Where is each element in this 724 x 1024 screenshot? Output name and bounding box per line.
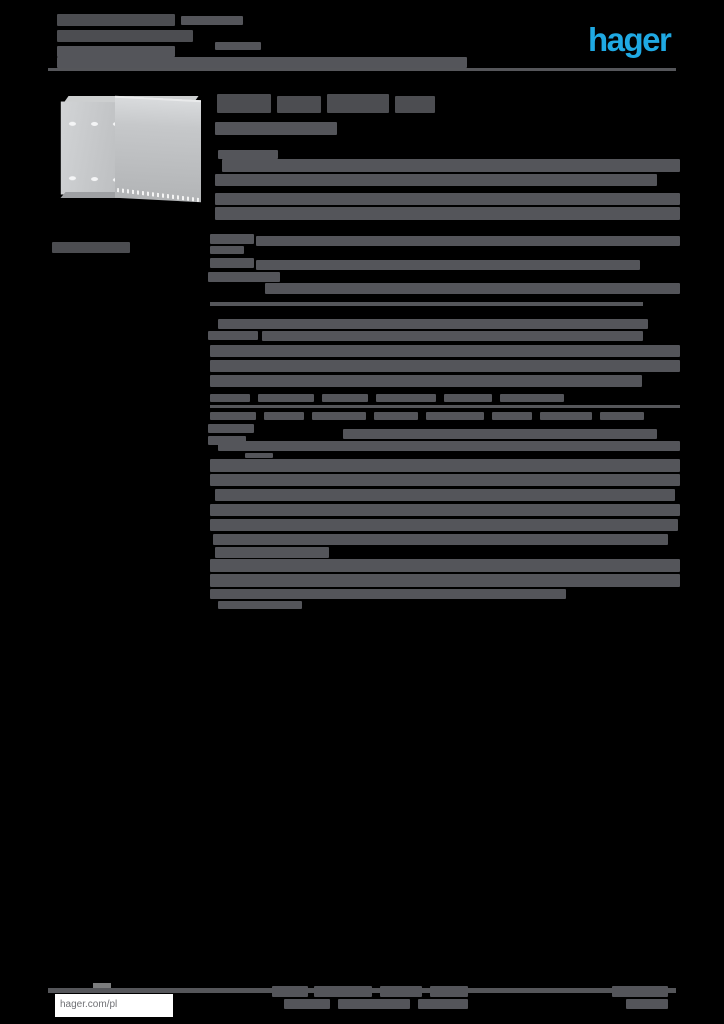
hager-logo: hager bbox=[588, 21, 672, 58]
redacted-spec-value bbox=[256, 236, 680, 246]
redacted-header-note bbox=[215, 42, 261, 50]
redacted-spec-value bbox=[265, 283, 680, 294]
redacted-footer-word bbox=[314, 986, 372, 997]
table-divider bbox=[210, 302, 643, 306]
redacted-spec-value bbox=[262, 331, 643, 341]
redacted-spec-label bbox=[208, 331, 258, 340]
footer-website-link[interactable]: hager.com/pl bbox=[60, 999, 118, 1010]
redacted-spec-label bbox=[210, 246, 244, 254]
redacted-spec-value bbox=[218, 319, 648, 329]
redacted-text-line bbox=[215, 193, 680, 205]
redacted-page-info bbox=[612, 986, 668, 997]
redacted-section-heading bbox=[215, 122, 337, 135]
redacted-word bbox=[500, 394, 564, 402]
redacted-label bbox=[218, 150, 278, 159]
redacted-word bbox=[374, 412, 418, 420]
section-divider bbox=[210, 405, 680, 408]
redacted-header-line bbox=[181, 16, 243, 25]
redacted-page-info bbox=[626, 999, 668, 1009]
redacted-title-word bbox=[217, 94, 271, 113]
redacted-word bbox=[600, 412, 644, 420]
redacted-footer-word bbox=[272, 986, 308, 997]
header-divider bbox=[48, 68, 676, 71]
redacted-spec-label bbox=[208, 424, 254, 433]
photo-serrated-edge bbox=[116, 188, 200, 202]
redacted-spec-label bbox=[210, 258, 254, 268]
redacted-header-line bbox=[57, 46, 175, 57]
redacted-title-word bbox=[277, 96, 321, 113]
redacted-footer-word bbox=[380, 986, 422, 997]
photo-cover-panel bbox=[115, 95, 201, 203]
redacted-text-line bbox=[210, 360, 680, 372]
redacted-text-line bbox=[210, 459, 680, 472]
redacted-spec-value bbox=[218, 441, 680, 451]
redacted-header-line bbox=[57, 14, 175, 26]
redacted-text-line bbox=[215, 174, 657, 186]
redacted-side-note bbox=[52, 242, 130, 253]
redacted-word bbox=[210, 412, 256, 420]
redacted-word bbox=[492, 412, 532, 420]
redacted-word bbox=[376, 394, 436, 402]
redacted-text-line bbox=[210, 559, 680, 572]
photo-mounting-holes bbox=[68, 121, 76, 126]
redacted-text-line bbox=[213, 534, 668, 545]
redacted-footer-word bbox=[338, 999, 410, 1009]
redacted-spec-value bbox=[343, 429, 657, 439]
redacted-word bbox=[245, 453, 273, 458]
redacted-text-line bbox=[210, 574, 680, 587]
redacted-word bbox=[444, 394, 492, 402]
redacted-header-line bbox=[57, 57, 467, 68]
redacted-footer-word bbox=[284, 999, 330, 1009]
redacted-word bbox=[540, 412, 592, 420]
redacted-footer-word bbox=[418, 999, 468, 1009]
redacted-word bbox=[264, 412, 304, 420]
redacted-header-line bbox=[57, 30, 193, 42]
photo-mounting-holes bbox=[68, 176, 76, 181]
redacted-spec-label bbox=[208, 272, 280, 282]
redacted-text-line bbox=[218, 601, 302, 609]
redacted-text-line bbox=[210, 504, 680, 516]
redacted-title-word bbox=[327, 94, 389, 113]
redacted-text-line bbox=[210, 345, 680, 357]
redacted-text-line bbox=[210, 375, 642, 387]
redacted-spec-label bbox=[210, 234, 254, 244]
redacted-word bbox=[258, 394, 314, 402]
redacted-footer-word bbox=[430, 986, 468, 997]
redacted-word bbox=[426, 412, 484, 420]
redacted-text-line bbox=[210, 589, 566, 599]
footer-website-box: hager.com/pl bbox=[55, 994, 173, 1017]
redacted-word bbox=[312, 412, 366, 420]
redacted-text-line bbox=[222, 159, 680, 172]
redacted-text-line bbox=[210, 474, 680, 486]
redacted-word bbox=[210, 394, 250, 402]
redacted-word bbox=[322, 394, 368, 402]
redacted-section-heading bbox=[215, 547, 329, 558]
redacted-spec-label bbox=[208, 436, 246, 445]
redacted-spec-value bbox=[256, 260, 640, 270]
redacted-title-word bbox=[395, 96, 435, 113]
redacted-text-line bbox=[215, 489, 675, 501]
redacted-text-line bbox=[215, 207, 680, 220]
redacted-text-line bbox=[210, 519, 678, 531]
footer-highlight bbox=[93, 983, 111, 988]
product-photo bbox=[55, 92, 201, 204]
